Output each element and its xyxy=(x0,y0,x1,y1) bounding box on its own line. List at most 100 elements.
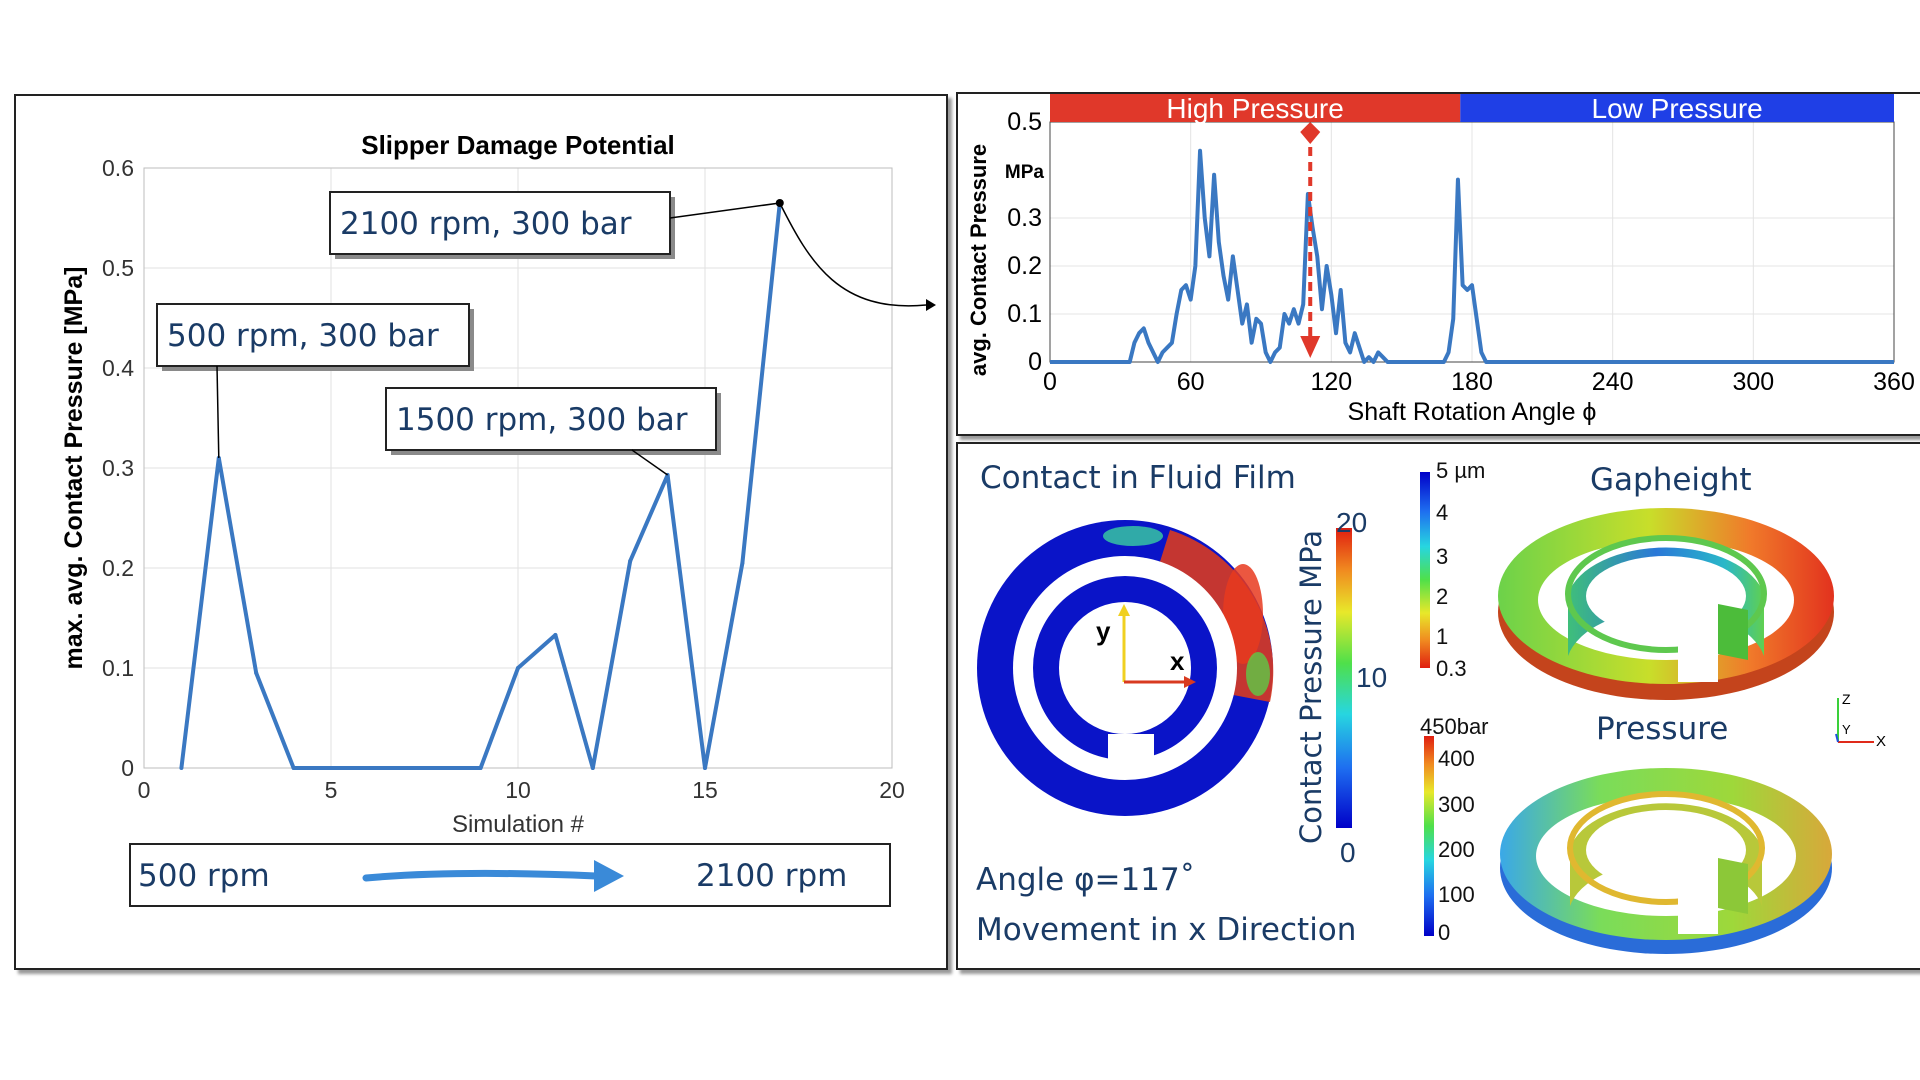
svg-text:300: 300 xyxy=(1438,792,1475,817)
x-tick-label: 120 xyxy=(1310,368,1352,396)
y-tick-label: 0.3 xyxy=(1007,204,1042,232)
svg-text:Y: Y xyxy=(1842,722,1851,737)
x-tick-label: 10 xyxy=(505,777,531,803)
angle-marker xyxy=(1300,122,1321,358)
data-point xyxy=(179,766,184,770)
annotation-label: 1500 rpm, 300 bar xyxy=(396,402,688,438)
svg-text:4: 4 xyxy=(1436,500,1448,525)
coordinate-triad: Z Y X xyxy=(1835,691,1886,750)
svg-text:5 µm: 5 µm xyxy=(1436,458,1485,483)
annotation: 1500 rpm, 300 bar xyxy=(385,387,721,476)
y-tick-label: 0.3 xyxy=(102,455,134,481)
y-tick-label: 0.1 xyxy=(1007,300,1042,328)
svg-text:High Pressure: High Pressure xyxy=(1166,94,1343,124)
data-point xyxy=(441,766,446,770)
data-point xyxy=(254,671,259,675)
data-point xyxy=(590,766,595,770)
svg-text:200: 200 xyxy=(1438,837,1475,862)
x-tick-label: 5 xyxy=(325,777,338,803)
annotation-label: 500 rpm, 300 bar xyxy=(167,318,439,354)
contact-cbar-tick-10: 10 xyxy=(1356,662,1387,693)
x-tick-label: 240 xyxy=(1592,368,1634,396)
viz-canvas: Contact in Fluid Film y x Contact Pressu… xyxy=(976,458,1886,954)
left-chart-panel: 0 5 10 15 20 0 0.1 0.2 0.3 0.4 0.5 0.6 Slipper Damag… xyxy=(14,94,948,970)
svg-text:Low Pressure: Low Pressure xyxy=(1592,94,1763,124)
svg-text:3: 3 xyxy=(1436,544,1448,569)
pressure-colorbar-ticks: 450bar 400 300 200 100 0 xyxy=(1420,714,1489,945)
data-point xyxy=(516,666,520,670)
x-tick-label: 15 xyxy=(692,777,718,803)
annotation: 2100 rpm, 300 bar xyxy=(329,191,780,259)
y-tick-label: 0 xyxy=(1028,348,1042,376)
svg-text:400: 400 xyxy=(1438,746,1475,771)
data-point xyxy=(478,766,483,770)
y-unit-label: MPa xyxy=(1005,162,1045,183)
svg-text:2: 2 xyxy=(1436,584,1448,609)
contact-cbar-tick-0: 0 xyxy=(1340,837,1356,868)
x-axis-label: Shaft Rotation Angle ϕ xyxy=(1348,398,1597,426)
gap-title: Gapheight xyxy=(1590,462,1752,498)
y-tick-label: 0.2 xyxy=(102,555,134,581)
speed-arrow xyxy=(362,869,600,882)
annotation-leader xyxy=(669,202,780,219)
x-tick-label: 0 xyxy=(1043,368,1057,396)
angle-text: Angle φ=117˚ xyxy=(976,862,1195,898)
speed-bar: 500 rpm 2100 rpm xyxy=(129,843,891,907)
contact-cbar-tick-20: 20 xyxy=(1336,507,1367,538)
y-axis-label: max. avg. Contact Pressure [MPa] xyxy=(60,267,88,670)
speed-start-label: 500 rpm xyxy=(138,858,270,894)
gap-colorbar xyxy=(1420,472,1430,668)
data-point xyxy=(403,766,408,770)
x-tick-label: 60 xyxy=(1177,368,1205,396)
speed-end-label: 2100 rpm xyxy=(696,858,847,894)
pressure-ring-image xyxy=(1500,768,1832,954)
annotation-leader xyxy=(216,365,220,459)
svg-text:0.3: 0.3 xyxy=(1436,656,1467,681)
chart-title: Slipper Damage Potential xyxy=(361,130,675,160)
x-tick-label: 360 xyxy=(1873,368,1915,396)
y-tick-label: 0.5 xyxy=(1007,108,1042,136)
data-point xyxy=(740,561,745,565)
svg-text:Z: Z xyxy=(1842,691,1851,707)
speed-arrow-head xyxy=(594,860,624,892)
pressure-colorbar xyxy=(1424,736,1434,936)
contact-title: Contact in Fluid Film xyxy=(980,460,1296,496)
data-point xyxy=(628,559,633,563)
contact-colorbar xyxy=(1336,528,1352,828)
contact-colorbar-title: Contact Pressure MPa xyxy=(1294,530,1328,844)
right-bottom-viz-panel: Contact in Fluid Film y x Contact Pressu… xyxy=(956,442,1920,970)
y-tick-label: 0 xyxy=(121,755,134,781)
svg-text:1: 1 xyxy=(1436,624,1448,649)
x-tick-label: 0 xyxy=(138,777,151,803)
gap-ring-image xyxy=(1498,508,1834,700)
x-axis-label: Simulation # xyxy=(452,811,585,838)
data-point xyxy=(703,766,707,770)
svg-text:450bar: 450bar xyxy=(1420,714,1489,739)
y-tick-label: 0.6 xyxy=(102,155,134,181)
svg-text:0: 0 xyxy=(1438,920,1450,945)
axis-y-label: y xyxy=(1096,616,1111,646)
x-tick-label: 180 xyxy=(1451,368,1493,396)
annotation: 500 rpm, 300 bar xyxy=(156,303,474,459)
movement-text: Movement in x Direction xyxy=(976,912,1356,948)
y-tick-label: 0.2 xyxy=(1007,252,1042,280)
y-tick-label: 0.4 xyxy=(102,355,134,381)
right-top-chart-panel: 0 60 120 180 240 300 360 0 0.1 0.2 0.3 0.5 High Pres… xyxy=(956,92,1920,436)
series-line xyxy=(1050,148,1894,364)
y-tick-label: 0.1 xyxy=(102,655,134,681)
y-axis-label: avg. Contact Pressure xyxy=(966,144,991,376)
x-tick-label: 300 xyxy=(1732,368,1774,396)
damage-potential-chart: 0 5 10 15 20 0 0.1 0.2 0.3 0.4 0.5 0.6 Slipper Damag… xyxy=(60,130,936,907)
svg-text:X: X xyxy=(1876,733,1886,750)
shaft-angle-chart: 0 60 120 180 240 300 360 0 0.1 0.2 0.3 0.5 High Pres… xyxy=(966,94,1915,426)
low-pressure-band: Low Pressure xyxy=(1460,94,1894,124)
annotation-label: 2100 rpm, 300 bar xyxy=(340,206,632,242)
axis-x-label: x xyxy=(1170,646,1185,676)
data-point xyxy=(366,766,371,770)
svg-text:100: 100 xyxy=(1438,882,1475,907)
y-tick-label: 0.5 xyxy=(102,255,134,281)
data-point xyxy=(329,766,333,770)
press-title: Pressure xyxy=(1596,711,1728,747)
x-tick-label: 20 xyxy=(879,777,905,803)
data-point xyxy=(553,633,558,637)
